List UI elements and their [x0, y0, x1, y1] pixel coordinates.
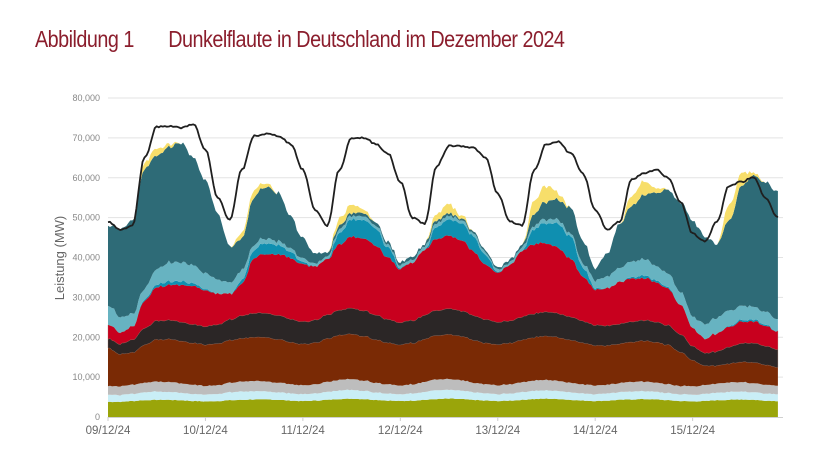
load-line-series — [107, 123, 779, 243]
area-andere-erneuerbare — [108, 218, 778, 340]
y-axis-ticks: 0 10,000 20,000 30,000 40,000 50,000 60,000 70,… — [72, 93, 100, 422]
x-tick-label: 13/12/24 — [475, 425, 520, 437]
area-wind-onshore — [108, 142, 778, 325]
x-tick-label: 14/12/24 — [573, 425, 618, 437]
y-tick-label: 50,000 — [72, 213, 100, 223]
y-tick-label: 80,000 — [72, 93, 100, 103]
y-tick-label: 30,000 — [72, 292, 100, 302]
y-tick-label: 70,000 — [72, 133, 100, 143]
y-axis-label: Leistung (MW) — [52, 216, 67, 301]
area-wind-offshore — [108, 215, 778, 340]
area-biomasse — [108, 398, 778, 417]
figure-number: Abbildung 1 — [35, 26, 134, 52]
x-tick-label: 12/12/24 — [378, 425, 423, 437]
area-erdgas — [107, 235, 779, 354]
x-tick-label: 10/12/24 — [183, 425, 228, 437]
figure-header: Abbildung 1 Dunkelflaute in Deutschland … — [35, 26, 565, 56]
x-axis-ticks: 09/12/24 10/12/24 11/12/24 12/12/24 13/12/24… — [86, 417, 716, 437]
y-tick-label: 20,000 — [72, 332, 100, 342]
x-tick-label: 15/12/24 — [670, 425, 715, 437]
line-load — [107, 123, 779, 243]
y-tick-label: 60,000 — [72, 173, 100, 183]
y-tick-label: 10,000 — [72, 372, 100, 382]
area-series — [107, 141, 779, 417]
area-sonstige — [108, 378, 778, 396]
y-tick-label: 0 — [95, 412, 100, 422]
x-tick-label: 09/12/24 — [86, 425, 131, 437]
area-braunkohle — [108, 333, 778, 387]
figure-title: Dunkelflaute in Deutschland im Dezember … — [168, 26, 565, 52]
area-wasserkraft — [108, 389, 778, 403]
y-tick-label: 40,000 — [72, 253, 100, 263]
x-tick-label: 11/12/24 — [281, 425, 326, 437]
